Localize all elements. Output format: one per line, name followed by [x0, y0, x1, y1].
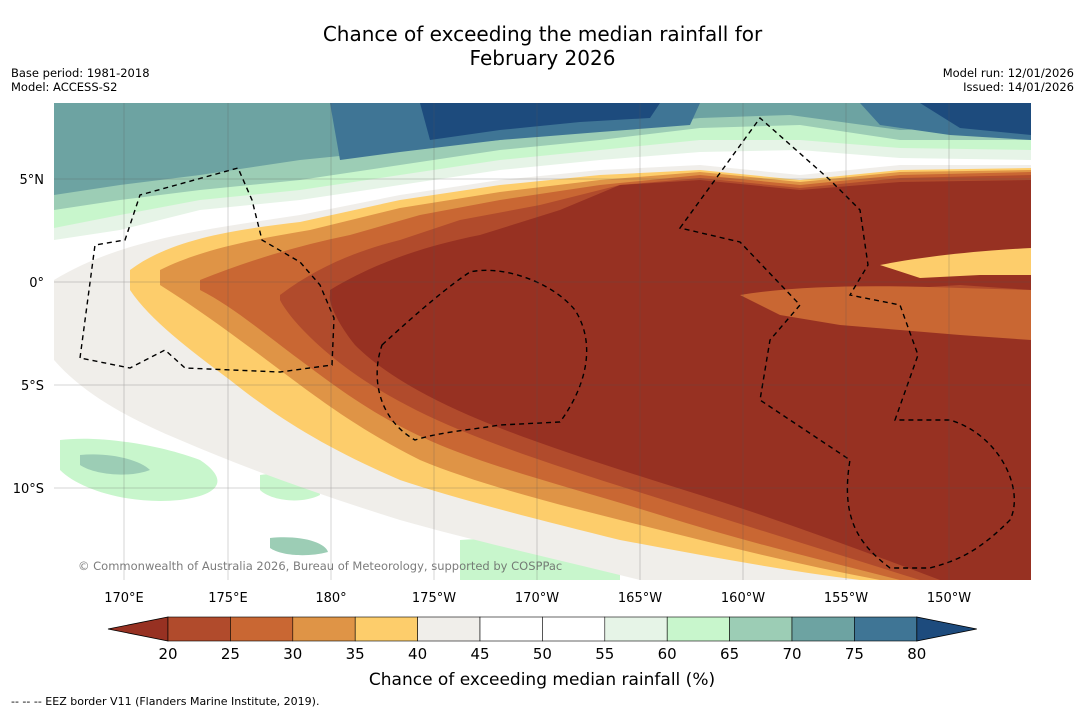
lon-label: 155°W [824, 591, 868, 606]
eez-borders [79, 116, 1015, 569]
colorbar-tick-label: 25 [221, 645, 240, 663]
colorbar-segment [354, 616, 418, 642]
run-info: Model run: 12/01/2026 Issued: 14/01/2026 [943, 66, 1074, 94]
colorbar-segment [604, 616, 668, 642]
lat-label: 0° [29, 276, 44, 291]
copyright-text: © Commonwealth of Australia 2026, Bureau… [78, 559, 562, 573]
title-line-1: Chance of exceeding the median rainfall … [322, 22, 763, 46]
colorbar-tick-label: 80 [907, 645, 926, 663]
field-below-20 [329, 180, 1031, 580]
model-run: Model run: 12/01/2026 [942, 66, 1074, 80]
lon-labels: 170°E 175°E 180° 175°W 170°W 165°W 160°W… [104, 591, 971, 606]
colorbar-segment [729, 616, 793, 642]
colorbar-segment [417, 616, 481, 642]
issued-date: Issued: 14/01/2026 [963, 80, 1074, 94]
colorbar-segment [479, 616, 543, 642]
colorbar-tick-label: 55 [595, 645, 614, 663]
colorbar-segment [791, 616, 855, 642]
graticule [54, 103, 1031, 580]
base-info: Base period: 1981-2018 Model: ACCESS-S2 [11, 66, 150, 94]
field-eq-stripe [740, 286, 1031, 340]
eez-border-tuvalu-kiribati [79, 167, 335, 373]
colorbar-tick-label: 40 [408, 645, 427, 663]
lon-label: 165°W [618, 591, 662, 606]
field-eq-stripe-yellow [880, 248, 1031, 278]
colorbar-segment [292, 616, 356, 642]
colorbar-segment [666, 616, 730, 642]
lon-label: 150°W [927, 591, 971, 606]
lon-label: 180° [315, 591, 346, 606]
title-line-2: February 2026 [469, 46, 616, 70]
colorbar-tick-label: 30 [283, 645, 302, 663]
map-field: © Commonwealth of Australia 2026, Bureau… [54, 103, 1031, 580]
colorbar-label: Chance of exceeding median rainfall (%) [369, 670, 715, 690]
eez-border-phoenix [376, 269, 588, 441]
lon-label: 170°W [515, 591, 559, 606]
field-dark-wet [420, 103, 1031, 140]
colorbar-tick-label: 20 [158, 645, 177, 663]
colorbar-segment [854, 616, 918, 642]
colorbar-tick-label: 65 [720, 645, 739, 663]
lat-label: 10°S [13, 482, 44, 497]
colorbar-segment [167, 616, 231, 642]
field-south-green [60, 438, 620, 580]
colorbar-tick-label: 35 [346, 645, 365, 663]
field-south-teal [80, 454, 328, 556]
model-name: Model: ACCESS-S2 [11, 80, 118, 94]
colorbar-tick-label: 50 [533, 645, 552, 663]
lat-label: 5°S [21, 379, 44, 394]
colorbar-tick-label: 75 [845, 645, 864, 663]
colorbar-extend-high [916, 616, 977, 642]
lat-labels: 5°N 0° 5°S 10°S [13, 173, 44, 497]
eez-footnote: -- -- -- EEZ border V11 (Flanders Marine… [11, 695, 320, 708]
base-period: Base period: 1981-2018 [11, 66, 150, 80]
lon-label: 160°W [721, 591, 765, 606]
colorbar: 20 25 30 35 40 45 50 55 60 65 70 75 80 [107, 616, 977, 663]
colorbar-segment [230, 616, 294, 642]
colorbar-tick-label: 45 [470, 645, 489, 663]
lon-label: 175°W [412, 591, 456, 606]
lon-label: 175°E [208, 591, 248, 606]
colorbar-tick-label: 70 [782, 645, 801, 663]
chart-title: Chance of exceeding the median rainfall … [0, 22, 1085, 70]
colorbar-extend-low [107, 616, 169, 642]
colorbar-segment [542, 616, 606, 642]
colorbar-tick-label: 60 [658, 645, 677, 663]
lat-label: 5°N [20, 173, 45, 188]
field-75-80 [54, 103, 1031, 195]
lon-label: 170°E [104, 591, 144, 606]
